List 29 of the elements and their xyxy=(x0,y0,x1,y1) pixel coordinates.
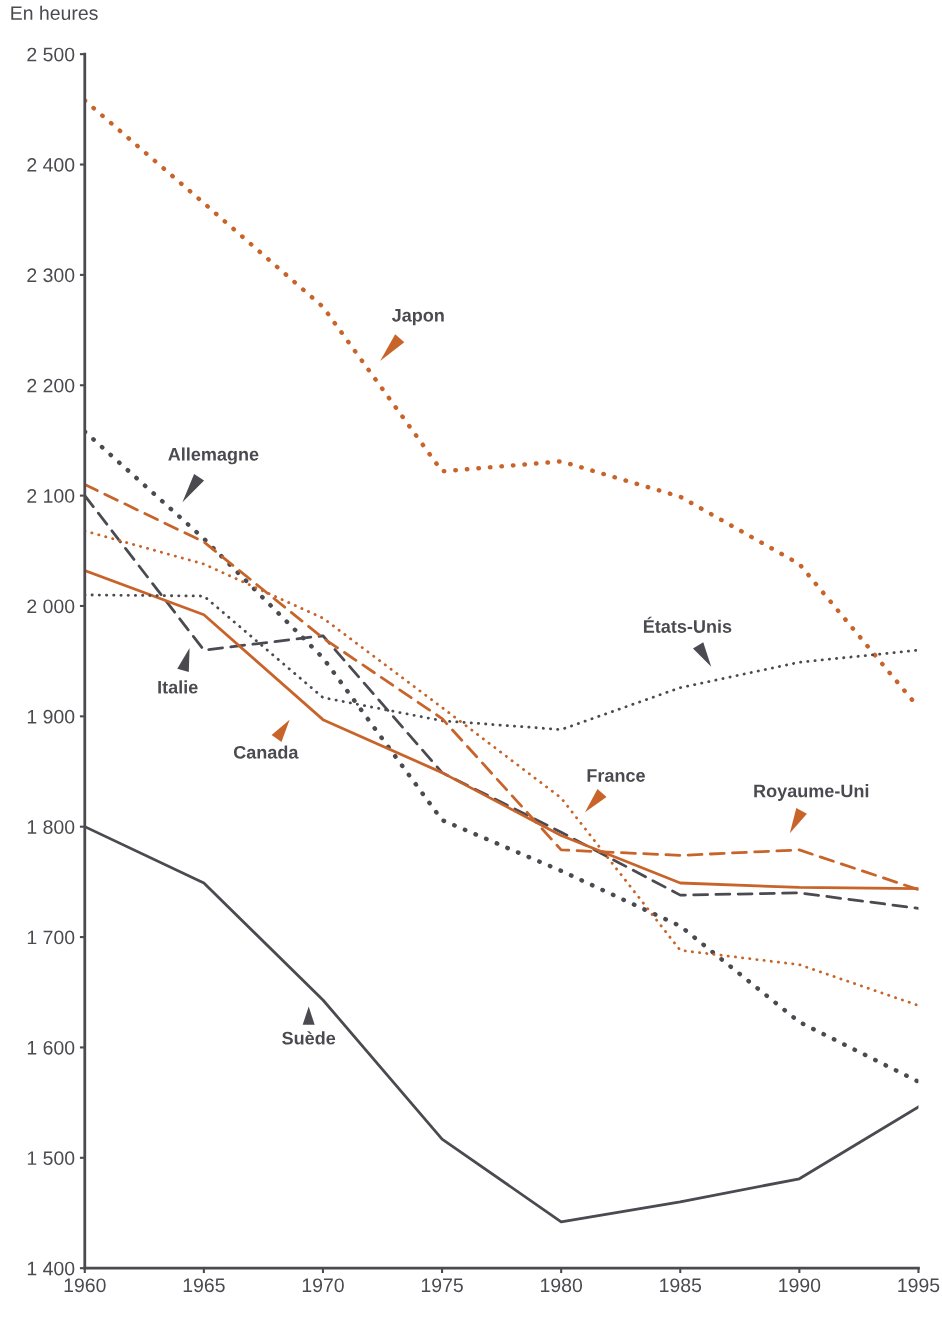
x-tick-label: 1985 xyxy=(660,1278,702,1293)
legend-label: Canada xyxy=(233,745,299,759)
text: Royaume-Uni xyxy=(754,784,869,801)
text: Japon xyxy=(391,309,444,326)
y-tick-label: 2 400 xyxy=(27,157,75,172)
y-tick-label: 2 300 xyxy=(27,268,75,283)
y-tick-label: 1 400 xyxy=(27,1261,75,1276)
text: États-Unis xyxy=(643,616,732,633)
x-tick-label: 1995 xyxy=(898,1278,940,1293)
y-tick-label: 1 900 xyxy=(27,709,75,724)
y-tick-label: 2 100 xyxy=(27,489,75,503)
y-tick-label: 2 200 xyxy=(27,378,75,393)
x-tick-label: 1965 xyxy=(183,1278,225,1293)
legend-label: Suède xyxy=(282,1031,336,1045)
y-axis-title: En heures xyxy=(11,5,98,20)
legend-label: Italie xyxy=(158,680,198,694)
y-tick-label: 2 000 xyxy=(27,599,75,614)
x-tick-label: 1970 xyxy=(302,1278,344,1293)
y-tick-label: 1 700 xyxy=(27,930,75,945)
x-tick-label: 1960 xyxy=(64,1278,106,1293)
y-tick-label: 1 800 xyxy=(27,820,75,834)
series-label: France xyxy=(587,769,645,782)
x-tick-label: 1990 xyxy=(779,1278,821,1293)
x-tick-label: 1980 xyxy=(541,1278,583,1293)
y-tick-label: 1 500 xyxy=(27,1151,75,1166)
series-label: Allemagne xyxy=(168,447,259,465)
x-tick-label: 1975 xyxy=(421,1278,463,1293)
y-tick-label: 2 500 xyxy=(27,47,75,62)
y-tick-label: 1 600 xyxy=(27,1040,75,1055)
